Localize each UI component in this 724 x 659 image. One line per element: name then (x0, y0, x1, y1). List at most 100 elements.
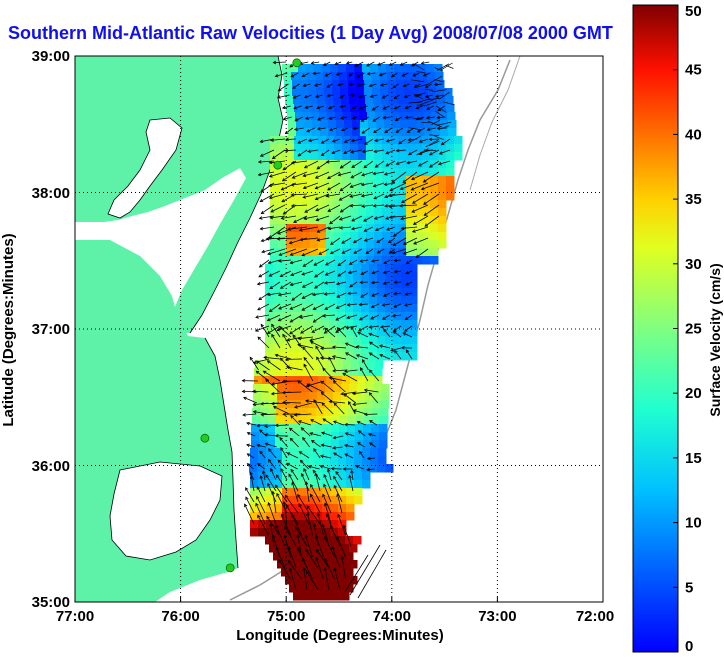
velocity-arrow-head (322, 313, 326, 318)
velocity-arrow (339, 193, 352, 201)
velocity-arrow (438, 92, 450, 100)
velocity-cell (414, 184, 423, 193)
velocity-cell (289, 568, 298, 577)
velocity-arrow-head (367, 432, 372, 437)
velocity-arrow (336, 292, 347, 298)
velocity-arrow-head (348, 474, 352, 479)
velocity-cell (393, 264, 402, 273)
velocity-cell (310, 248, 319, 257)
velocity-arrow (392, 330, 402, 338)
velocity-arrow-head (312, 319, 317, 323)
velocity-cell (392, 120, 401, 129)
velocity-cell (281, 536, 290, 545)
velocity-arrow-head (316, 238, 321, 242)
velocity-arrow (376, 237, 385, 243)
velocity-arrow-head (349, 194, 354, 198)
velocity-arrow (379, 72, 387, 76)
velocity-cell (310, 184, 319, 193)
velocity-arrow (394, 259, 402, 262)
velocity-cell (334, 160, 343, 169)
velocity-arrow (435, 94, 444, 98)
velocity-arrow (255, 314, 270, 318)
velocity-cell (286, 224, 295, 233)
velocity-arrow-head (270, 209, 275, 213)
velocity-arrow (360, 270, 369, 275)
velocity-cell (431, 112, 440, 121)
velocity-cell (302, 152, 311, 161)
velocity-cell (293, 400, 302, 409)
velocity-cell (302, 232, 311, 241)
velocity-arrow (391, 171, 407, 183)
velocity-cell (305, 536, 314, 545)
velocity-arrow-head (314, 185, 319, 190)
velocity-arrow-head (272, 406, 277, 410)
velocity-arrow (258, 270, 270, 278)
velocity-arrow-head (352, 402, 356, 407)
velocity-cell (361, 264, 370, 273)
velocity-arrow-head (323, 567, 328, 571)
velocity-cell (258, 496, 267, 505)
velocity-arrow (359, 451, 365, 459)
velocity-cell (324, 408, 333, 417)
velocity-arrow-head (384, 129, 389, 133)
velocity-cell (366, 376, 375, 385)
velocity-cell (358, 248, 367, 257)
velocity-arrow-head (289, 437, 294, 442)
velocity-arrow-head (288, 560, 292, 564)
velocity-cell (424, 120, 433, 129)
velocity-cell (305, 328, 314, 337)
velocity-arrow-head (256, 485, 260, 490)
velocity-cell (274, 528, 283, 537)
velocity-arrow-head (319, 464, 324, 469)
velocity-arrow (352, 391, 368, 395)
velocity-arrow (331, 149, 341, 154)
velocity-cell (347, 440, 356, 449)
velocity-arrow (302, 346, 314, 360)
velocity-arrow (275, 525, 286, 547)
velocity-cell (278, 192, 287, 201)
velocity-cell (333, 544, 342, 553)
velocity-cell (326, 144, 335, 153)
velocity-cell (311, 360, 320, 369)
velocity-cell (334, 248, 343, 257)
velocity-arrow-head (423, 201, 427, 205)
velocity-arrow-head (256, 495, 260, 500)
velocity-arrow (355, 61, 364, 67)
velocity-cell (401, 312, 410, 321)
velocity-arrow-head (319, 356, 324, 360)
velocity-cell (296, 128, 305, 137)
velocity-cell (305, 464, 314, 473)
velocity-cell (342, 248, 351, 257)
velocity-arrow-head (290, 182, 295, 187)
velocity-cell (454, 144, 463, 153)
velocity-cell (437, 96, 446, 105)
velocity-arrow (348, 270, 358, 274)
velocity-arrow (261, 248, 275, 253)
velocity-cell (314, 448, 323, 457)
velocity-arrow (425, 139, 440, 148)
velocity-cell (406, 248, 415, 257)
velocity-arrow (328, 357, 336, 371)
velocity-arrow-head (304, 105, 309, 109)
velocity-arrow-head (400, 346, 405, 350)
velocity-arrow-head (359, 280, 363, 285)
velocity-arrow-head (385, 139, 390, 143)
velocity-arrow-head (246, 463, 251, 467)
y-tick-label: 37:00 (32, 321, 70, 338)
velocity-arrow-head (255, 360, 260, 364)
velocity-cell (410, 64, 419, 73)
velocity-arrow (294, 413, 312, 416)
velocity-cell (379, 440, 388, 449)
velocity-cell (358, 160, 367, 169)
velocity-cell (422, 152, 431, 161)
velocity-arrow-head (246, 432, 251, 436)
velocity-cell (297, 280, 306, 289)
velocity-cell (377, 328, 386, 337)
velocity-cell (303, 112, 312, 121)
velocity-arrow-head (411, 63, 415, 67)
velocity-cell (334, 232, 343, 241)
velocity-cell (297, 568, 306, 577)
velocity-cell (308, 88, 317, 97)
velocity-cell (362, 480, 371, 489)
velocity-arrow-head (286, 452, 291, 456)
